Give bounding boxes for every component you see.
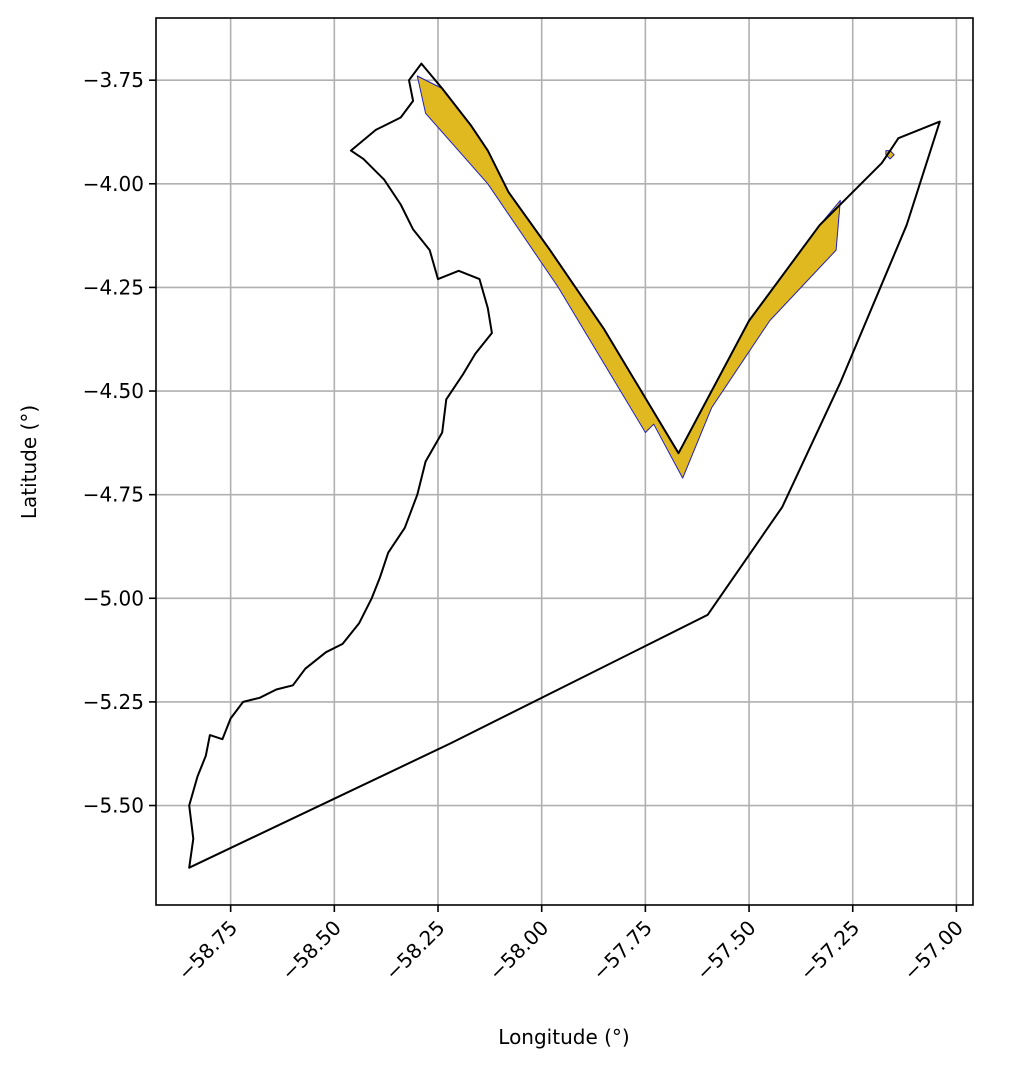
y-tick-label: −4.25: [83, 275, 144, 299]
y-tick-label: −5.25: [83, 690, 144, 714]
x-axis-label: Longitude (°): [498, 1025, 629, 1049]
y-tick-label: −4.00: [83, 172, 144, 196]
y-tick-label: −3.75: [83, 68, 144, 92]
y-tick-label: −4.50: [83, 379, 144, 403]
plot-frame: [155, 17, 974, 906]
gridlines: [156, 18, 973, 905]
y-tick-label: −5.00: [83, 586, 144, 610]
y-tick-label: −4.75: [83, 483, 144, 507]
y-tick-label: −5.50: [83, 794, 144, 818]
y-axis-label: Latitude (°): [17, 405, 41, 519]
y-axis-ticks: −3.75 −4.00 −4.25 −4.50 −4.75 −5.00 −5.25 −5.50: [83, 68, 156, 818]
boundary-polygon: [188, 62, 941, 869]
boundary-outline: [188, 62, 941, 869]
